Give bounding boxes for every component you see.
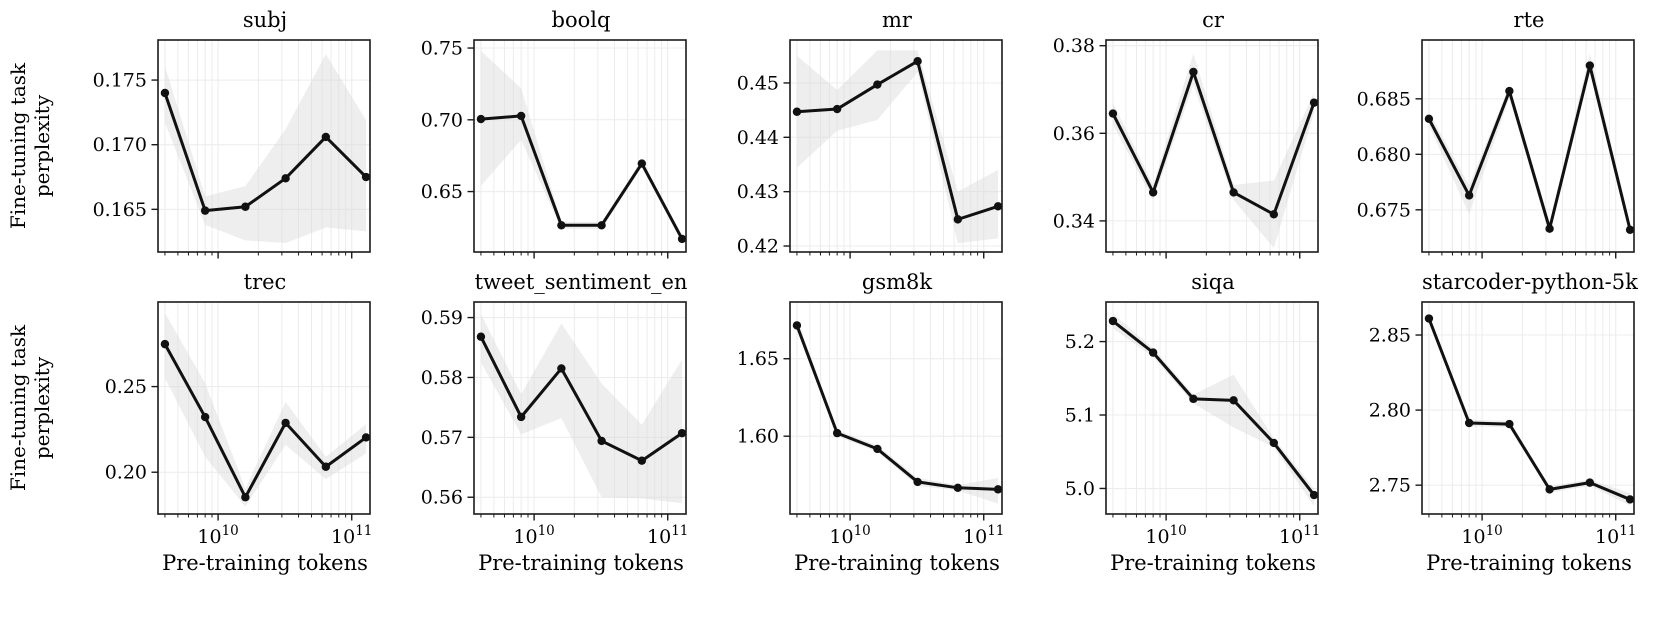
chart-title-subj: subj [242, 8, 288, 32]
svg-text:1011: 1011 [1279, 523, 1320, 548]
x-axis-label: Pre-training tokens [1426, 551, 1632, 575]
chart-title-trec: trec [243, 270, 287, 294]
svg-text:1011: 1011 [647, 523, 688, 548]
svg-text:1010: 1010 [197, 523, 238, 548]
svg-text:2.75: 2.75 [1369, 475, 1411, 497]
x-axis-label: Pre-training tokens [162, 551, 368, 575]
svg-text:0.57: 0.57 [421, 427, 463, 449]
chart-cell-cr: cr 0.34 0.36 0.38 [1006, 6, 1322, 264]
svg-text:5.1: 5.1 [1065, 405, 1095, 427]
svg-text:0.170: 0.170 [93, 134, 147, 156]
chart-title-gsm8k: gsm8k [861, 270, 933, 294]
svg-text:0.65: 0.65 [421, 181, 463, 203]
chart-title-cr: cr [1202, 8, 1224, 32]
svg-text:0.680: 0.680 [1357, 144, 1411, 166]
chart-cell-mr: mr 0.42 0.43 0.44 0.45 [690, 6, 1006, 264]
chart-plot-starcoder-python-5k: 2.75 2.80 2.85 1010 1011 [1369, 301, 1636, 548]
chart-cell-gsm8k: gsm8k 1.60 1.65 1010 1011 Pre-training toke… [690, 268, 1006, 578]
chart-plot-trec: 0.20 0.25 1010 1011 [105, 301, 372, 548]
x-axis-label: Pre-training tokens [478, 551, 684, 575]
svg-text:1010: 1010 [1461, 523, 1502, 548]
svg-text:0.44: 0.44 [737, 127, 779, 149]
chart-cell-subj: subj 0.165 0.170 0.175 [58, 6, 374, 264]
y-axis-label-top: Fine-tuning task perplexity [6, 40, 58, 252]
chart-plot-gsm8k: 1.60 1.65 1010 1011 [737, 301, 1004, 548]
chart-title-starcoder-python-5k: starcoder-python-5k [1422, 270, 1638, 294]
chart-title-mr: mr [882, 8, 912, 32]
chart-plot-tweet-sentiment-en: 0.56 0.57 0.58 0.59 1010 1011 [421, 301, 688, 548]
chart-title-boolq: boolq [551, 8, 611, 32]
y-axis-label-bottom: Fine-tuning task perplexity [6, 302, 58, 514]
svg-text:0.165: 0.165 [93, 199, 147, 221]
chart-title-tweet-sentiment-en: tweet_sentiment_en [474, 270, 688, 294]
chart-plot-cr: 0.34 0.36 0.38 [1053, 35, 1319, 259]
svg-text:2.85: 2.85 [1369, 325, 1411, 347]
svg-text:5.0: 5.0 [1065, 478, 1095, 500]
svg-text:0.25: 0.25 [105, 376, 147, 398]
svg-text:0.675: 0.675 [1357, 199, 1411, 221]
y-axis-label-line2: perplexity [30, 356, 54, 460]
chart-row-bottom: Fine-tuning task perplexity trec 0.20 0.2… [6, 268, 1656, 578]
svg-text:0.685: 0.685 [1357, 88, 1411, 110]
x-axis-label: Pre-training tokens [1110, 551, 1316, 575]
y-axis-label-line2: perplexity [30, 94, 54, 198]
svg-text:5.2: 5.2 [1065, 331, 1095, 353]
svg-text:1010: 1010 [829, 523, 870, 548]
chart-plot-boolq: 0.65 0.70 0.75 [421, 38, 687, 259]
svg-text:1011: 1011 [331, 523, 372, 548]
svg-text:0.38: 0.38 [1053, 35, 1095, 57]
chart-cell-rte: rte 0.675 0.680 0.685 [1322, 6, 1638, 264]
svg-text:1011: 1011 [963, 523, 1004, 548]
chart-plot-rte: 0.675 0.680 0.685 [1357, 39, 1635, 259]
chart-cell-boolq: boolq 0.65 0.70 0.75 [374, 6, 690, 264]
chart-title-siqa: siqa [1191, 270, 1235, 294]
chart-title-rte: rte [1513, 8, 1545, 32]
svg-text:0.20: 0.20 [105, 462, 147, 484]
x-axis-label: Pre-training tokens [794, 551, 1000, 575]
chart-cell-trec: trec 0.20 0.25 1010 1011 Pre-training token… [58, 268, 374, 578]
svg-text:2.80: 2.80 [1369, 400, 1411, 422]
svg-text:0.59: 0.59 [421, 307, 463, 329]
chart-cell-tweet-sentiment-en: tweet_sentiment_en 0.56 0.57 0.58 0.59 1010 1… [374, 268, 690, 578]
svg-text:1.65: 1.65 [737, 348, 779, 370]
chart-cell-starcoder-python-5k: starcoder-python-5k 2.75 2.80 2.85 1010 1011… [1322, 268, 1638, 578]
svg-text:0.36: 0.36 [1053, 123, 1095, 145]
svg-text:0.70: 0.70 [421, 109, 463, 131]
svg-text:0.56: 0.56 [421, 487, 463, 509]
chart-plot-mr: 0.42 0.43 0.44 0.45 [737, 39, 1003, 259]
y-axis-label-line1: Fine-tuning task [6, 62, 30, 230]
y-axis-label-line1: Fine-tuning task [6, 324, 30, 492]
svg-text:1.60: 1.60 [737, 426, 779, 448]
svg-text:0.42: 0.42 [737, 236, 779, 258]
svg-text:0.45: 0.45 [737, 72, 779, 94]
svg-text:0.43: 0.43 [737, 181, 779, 203]
chart-plot-siqa: 5.0 5.1 5.2 1010 1011 [1065, 301, 1320, 548]
svg-text:0.58: 0.58 [421, 367, 463, 389]
svg-text:1011: 1011 [1595, 523, 1636, 548]
figure-perplexity-grid: Fine-tuning task perplexity subj 0.165 0.… [6, 6, 1656, 578]
chart-plot-subj: 0.165 0.170 0.175 [93, 39, 371, 259]
svg-text:0.175: 0.175 [93, 70, 147, 92]
svg-text:0.75: 0.75 [421, 38, 463, 60]
svg-text:0.34: 0.34 [1053, 210, 1095, 232]
chart-row-top: Fine-tuning task perplexity subj 0.165 0.… [6, 6, 1656, 264]
svg-text:1010: 1010 [1145, 523, 1186, 548]
chart-cell-siqa: siqa 5.0 5.1 5.2 1010 1011 Pre-training toke… [1006, 268, 1322, 578]
svg-text:1010: 1010 [513, 523, 554, 548]
